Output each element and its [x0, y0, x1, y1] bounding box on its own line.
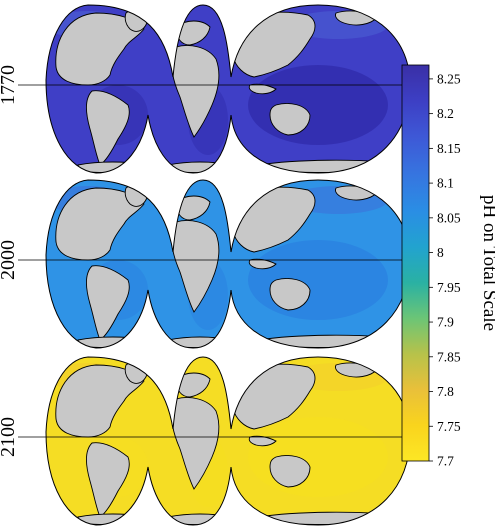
colorbar-tick-label: 7.75	[437, 419, 461, 434]
colorbar-tick-label: 7.95	[437, 280, 461, 295]
map-panel-1770: 1770	[0, 4, 412, 174]
colorbar-tick-label: 7.9	[437, 315, 454, 330]
colorbar-ticks: 8.25 8.2 8.15 8.1 8.05 8 7.95 7.9 7.85 7.8 7.75 7.7	[429, 71, 461, 469]
colorbar-tick-label: 8.2	[437, 106, 454, 121]
year-label: 2100	[0, 417, 19, 457]
colorbar-tick-label: 7.8	[437, 384, 454, 399]
year-label: 1770	[0, 65, 19, 105]
map-outline	[45, 356, 411, 526]
colorbar-tick-label: 7.7	[437, 454, 454, 469]
colorbar-tick-label: 8.15	[437, 141, 461, 156]
colorbar-title: pH on Total Scale	[479, 195, 495, 331]
colorbar-tick-label: 8.1	[437, 176, 454, 191]
colorbar-tick-label: 8	[437, 245, 444, 260]
map-panel-2100: 2100	[0, 356, 412, 526]
colorbar-gradient	[401, 64, 430, 462]
year-label: 2000	[0, 240, 19, 280]
colorbar: 8.25 8.2 8.15 8.1 8.05 8 7.95 7.9 7.85 7.8 7.75 7.7…	[401, 64, 495, 469]
map-outline	[45, 4, 411, 174]
colorbar-tick-label: 8.05	[437, 210, 461, 225]
colorbar-tick-label: 7.85	[437, 349, 461, 364]
colorbar-tick-label: 8.25	[437, 71, 461, 86]
map-outline	[45, 179, 411, 349]
map-panel-2000: 2000	[0, 179, 412, 349]
